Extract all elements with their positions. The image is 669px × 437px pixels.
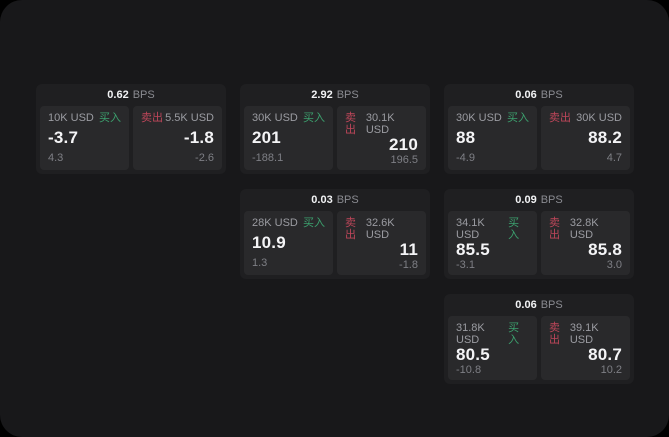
sell-panel[interactable]: 卖出 32.6K USD 11 -1.8 bbox=[337, 211, 426, 275]
sell-sub-value: 196.5 bbox=[390, 154, 418, 166]
bps-unit-label: BPS bbox=[336, 89, 359, 101]
bps-value: 0.62 bbox=[107, 89, 129, 101]
bps-unit-label: BPS bbox=[540, 194, 563, 206]
quote-card-2: 2.92 BPS 30K USD 买入 201 -188.1 卖出 30.1K … bbox=[240, 84, 430, 174]
buy-panel[interactable]: 31.8K USD 买入 80.5 -10.8 bbox=[448, 316, 537, 380]
buy-side-label: 买入 bbox=[303, 217, 325, 229]
sell-sub-value: -1.8 bbox=[399, 259, 418, 271]
sell-side-label: 卖出 bbox=[141, 112, 163, 124]
sell-price: -1.8 bbox=[183, 128, 214, 147]
buy-price: 10.9 bbox=[252, 233, 286, 252]
bps-unit-label: BPS bbox=[132, 89, 155, 101]
bps-value: 0.06 bbox=[515, 299, 537, 311]
buy-side-label: 买入 bbox=[508, 217, 520, 241]
buy-price: -3.7 bbox=[48, 128, 79, 147]
sell-amount: 5.5K USD bbox=[165, 112, 214, 124]
buy-sub-value: -3.1 bbox=[456, 259, 475, 271]
sell-sub-value: 10.2 bbox=[600, 364, 622, 376]
quote-panels: 10K USD 买入 -3.7 4.3 卖出 5.5K USD -1.8 -2.… bbox=[36, 106, 226, 170]
bps-value: 0.03 bbox=[311, 194, 333, 206]
sell-panel[interactable]: 卖出 32.8K USD 85.8 3.0 bbox=[541, 211, 630, 275]
sell-panel[interactable]: 卖出 39.1K USD 80.7 10.2 bbox=[541, 316, 630, 380]
quote-card-5: 0.09 BPS 34.1K USD 买入 85.5 -3.1 卖出 32.8K… bbox=[444, 189, 634, 279]
bps-header: 0.06 BPS bbox=[444, 294, 634, 316]
buy-sub-value: -188.1 bbox=[252, 152, 284, 164]
bps-header: 0.03 BPS bbox=[240, 189, 430, 211]
quote-panels: 34.1K USD 买入 85.5 -3.1 卖出 32.8K USD 85.8… bbox=[444, 211, 634, 275]
bps-header: 0.06 BPS bbox=[444, 84, 634, 106]
sell-panel[interactable]: 卖出 5.5K USD -1.8 -2.6 bbox=[133, 106, 222, 170]
buy-sub-value: -4.9 bbox=[456, 152, 475, 164]
buy-panel[interactable]: 30K USD 买入 88 -4.9 bbox=[448, 106, 537, 170]
buy-amount: 30K USD bbox=[252, 112, 298, 124]
sell-sub-value: -2.6 bbox=[195, 152, 214, 164]
buy-price: 85.5 bbox=[456, 240, 490, 259]
bps-header: 0.09 BPS bbox=[444, 189, 634, 211]
bps-unit-label: BPS bbox=[540, 89, 563, 101]
buy-price: 80.5 bbox=[456, 345, 490, 364]
quote-panels: 30K USD 买入 201 -188.1 卖出 30.1K USD 210 1… bbox=[240, 106, 430, 170]
quote-card-3: 0.06 BPS 30K USD 买入 88 -4.9 卖出 30K USD 8… bbox=[444, 84, 634, 174]
sell-side-label: 卖出 bbox=[549, 112, 571, 124]
buy-panel[interactable]: 34.1K USD 买入 85.5 -3.1 bbox=[448, 211, 537, 275]
buy-side-label: 买入 bbox=[99, 112, 121, 124]
sell-panel[interactable]: 卖出 30K USD 88.2 4.7 bbox=[541, 106, 630, 170]
sell-amount: 32.6K USD bbox=[365, 217, 395, 241]
bps-value: 2.92 bbox=[311, 89, 333, 101]
sell-side-label: 卖出 bbox=[345, 217, 356, 241]
sell-price: 80.7 bbox=[588, 345, 622, 364]
buy-side-label: 买入 bbox=[508, 322, 520, 346]
buy-amount: 31.8K USD bbox=[456, 322, 485, 346]
sell-side-label: 卖出 bbox=[549, 217, 560, 241]
bps-value: 0.09 bbox=[515, 194, 537, 206]
sell-amount: 39.1K USD bbox=[569, 322, 599, 346]
sell-amount: 32.8K USD bbox=[569, 217, 599, 241]
sell-side-label: 卖出 bbox=[345, 112, 356, 136]
buy-amount: 10K USD bbox=[48, 112, 94, 124]
sell-price: 88.2 bbox=[588, 128, 622, 147]
bps-unit-label: BPS bbox=[540, 299, 563, 311]
sell-price: 11 bbox=[399, 240, 418, 259]
buy-panel[interactable]: 10K USD 买入 -3.7 4.3 bbox=[40, 106, 129, 170]
buy-amount: 28K USD bbox=[252, 217, 298, 229]
sell-price: 85.8 bbox=[588, 240, 622, 259]
buy-sub-value: 1.3 bbox=[252, 257, 268, 269]
sell-sub-value: 3.0 bbox=[606, 259, 622, 271]
quote-card-1: 0.62 BPS 10K USD 买入 -3.7 4.3 卖出 5.5K USD… bbox=[36, 84, 226, 174]
bps-value: 0.06 bbox=[515, 89, 537, 101]
buy-sub-value: 4.3 bbox=[48, 152, 64, 164]
quote-card-4: 0.03 BPS 28K USD 买入 10.9 1.3 卖出 32.6K US… bbox=[240, 189, 430, 279]
buy-sub-value: -10.8 bbox=[456, 364, 482, 376]
buy-panel[interactable]: 30K USD 买入 201 -188.1 bbox=[244, 106, 333, 170]
bps-unit-label: BPS bbox=[336, 194, 359, 206]
quote-panels: 30K USD 买入 88 -4.9 卖出 30K USD 88.2 4.7 bbox=[444, 106, 634, 170]
sell-side-label: 卖出 bbox=[549, 322, 560, 346]
sell-panel[interactable]: 卖出 30.1K USD 210 196.5 bbox=[337, 106, 426, 170]
buy-price: 88 bbox=[456, 128, 476, 147]
quote-panels: 31.8K USD 买入 80.5 -10.8 卖出 39.1K USD 80.… bbox=[444, 316, 634, 380]
quote-panels: 28K USD 买入 10.9 1.3 卖出 32.6K USD 11 -1.8 bbox=[240, 211, 430, 275]
buy-price: 201 bbox=[252, 128, 281, 147]
bps-header: 2.92 BPS bbox=[240, 84, 430, 106]
sell-amount: 30K USD bbox=[576, 112, 622, 124]
buy-side-label: 买入 bbox=[303, 112, 325, 124]
sell-price: 210 bbox=[389, 135, 418, 154]
buy-side-label: 买入 bbox=[507, 112, 529, 124]
sell-amount: 30.1K USD bbox=[365, 112, 395, 136]
buy-amount: 30K USD bbox=[456, 112, 502, 124]
quote-card-6: 0.06 BPS 31.8K USD 买入 80.5 -10.8 卖出 39.1… bbox=[444, 294, 634, 384]
sell-sub-value: 4.7 bbox=[606, 152, 622, 164]
bps-header: 0.62 BPS bbox=[36, 84, 226, 106]
buy-amount: 34.1K USD bbox=[456, 217, 485, 241]
buy-panel[interactable]: 28K USD 买入 10.9 1.3 bbox=[244, 211, 333, 275]
